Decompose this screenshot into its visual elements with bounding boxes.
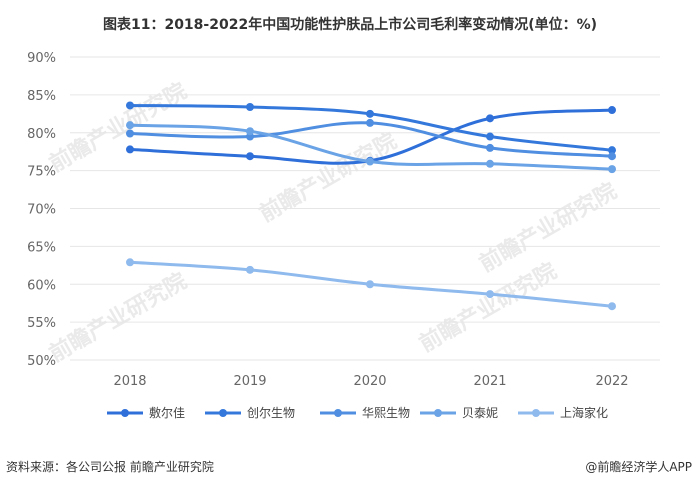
legend-label: 上海家化: [560, 405, 608, 420]
data-point: [366, 157, 374, 166]
data-point: [486, 290, 494, 299]
data-point: [608, 165, 616, 174]
data-point: [126, 145, 134, 154]
brand-note: @前瞻经济学人APP: [585, 460, 692, 474]
x-tick-label: 2020: [353, 374, 386, 389]
y-tick-label: 75%: [27, 165, 56, 180]
data-point: [366, 118, 374, 127]
data-point: [366, 109, 374, 118]
data-point: [246, 102, 254, 111]
data-point: [608, 146, 616, 155]
data-point: [366, 280, 374, 289]
chart-title: 图表11：2018-2022年中国功能性护肤品上市公司毛利率变动情况(单位：%): [102, 17, 598, 33]
x-tick-label: 2019: [233, 374, 266, 389]
x-tick-label: 2018: [113, 374, 146, 389]
y-tick-label: 80%: [27, 127, 56, 142]
y-tick-label: 55%: [27, 316, 56, 331]
legend-label: 华熙生物: [362, 406, 410, 420]
legend-marker: [334, 409, 342, 417]
legend-marker: [121, 409, 129, 417]
data-point: [486, 114, 494, 123]
data-point: [608, 152, 616, 161]
legend-label: 创尔生物: [247, 405, 295, 420]
data-point: [486, 132, 494, 141]
legend-marker: [532, 409, 540, 417]
y-tick-label: 65%: [27, 240, 56, 255]
legend-marker: [219, 409, 227, 417]
data-point: [126, 121, 134, 130]
y-tick-label: 50%: [27, 354, 56, 369]
data-point: [486, 159, 494, 168]
legend-label: 贝泰妮: [462, 406, 498, 420]
data-point: [246, 127, 254, 136]
x-tick-label: 2022: [595, 374, 628, 389]
source-note: 资料来源：各公司公报 前瞻产业研究院: [6, 460, 214, 474]
data-point: [608, 106, 616, 115]
legend-marker: [434, 409, 442, 417]
data-point: [126, 258, 134, 267]
x-tick-label: 2021: [473, 374, 506, 389]
data-point: [246, 265, 254, 274]
data-point: [246, 152, 254, 161]
data-point: [486, 143, 494, 152]
y-tick-label: 70%: [27, 203, 56, 218]
y-tick-label: 60%: [27, 278, 56, 293]
y-tick-label: 85%: [27, 89, 56, 104]
data-point: [126, 129, 134, 138]
legend-label: 敷尔佳: [149, 405, 185, 420]
y-tick-label: 90%: [27, 51, 56, 66]
data-point: [608, 302, 616, 311]
data-point: [126, 101, 134, 110]
